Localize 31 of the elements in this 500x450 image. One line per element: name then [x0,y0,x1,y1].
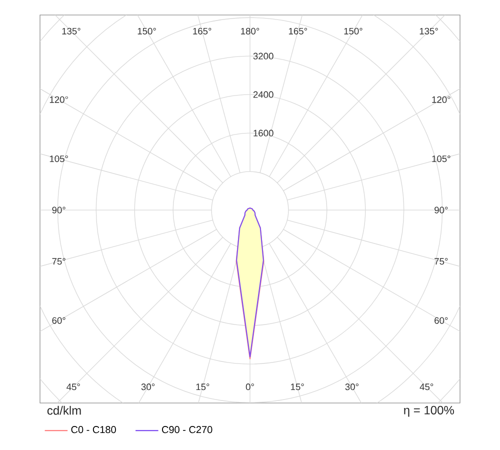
spoke-label: 105° [432,156,450,162]
spoke-label: 165° [288,28,307,34]
spoke-label: 90° [52,206,66,214]
spoke-label: 45° [66,384,80,390]
y-tick-label: 1600 [254,130,274,136]
spoke-label: 45° [420,384,434,390]
spoke-label: 180° [241,28,260,34]
spoke-label: 0° [246,384,254,390]
text: η = 100% [404,406,454,417]
spoke-label: 30° [345,384,358,390]
spoke-label: 150° [344,28,362,34]
spoke-label: 120° [432,96,450,103]
spoke-label: 15° [290,384,304,390]
spoke-label: 135° [62,28,80,34]
spoke-label: 60° [434,317,448,324]
text: cd/klm [47,406,81,415]
spoke-label: 165° [193,28,212,34]
y-tick-label: 2400 [253,91,274,98]
spoke-label: 150° [138,28,156,34]
y-tick-label: 3200 [253,52,274,60]
spoke-label: 75° [52,258,66,265]
spoke-label: 15° [196,384,210,390]
legend-label: C90 - C270 [162,426,212,434]
legend-label: C0 - C180 [71,426,116,434]
spoke-label: 60° [52,317,66,324]
spoke-label: 75° [434,258,448,265]
spoke-label: 105° [50,156,68,162]
spoke-label: 120° [50,96,68,103]
spoke-label: 30° [141,384,155,390]
spoke-label: 90° [434,206,448,214]
spoke-label: 135° [420,28,438,34]
